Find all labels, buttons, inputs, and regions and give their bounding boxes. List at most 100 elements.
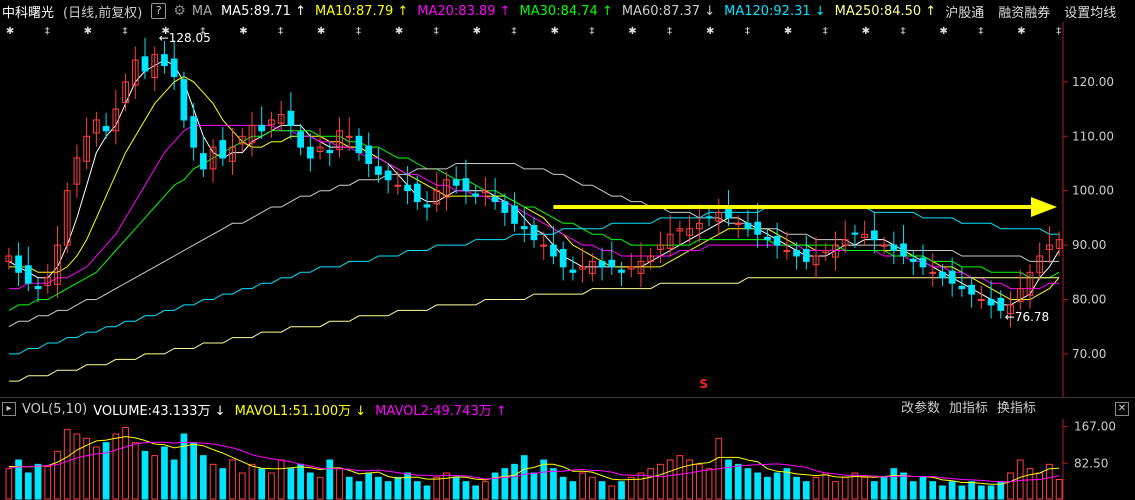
- candle[interactable]: [997, 297, 1005, 311]
- event-marker[interactable]: ✱: [395, 26, 403, 37]
- volume-bar[interactable]: [637, 472, 645, 500]
- candle[interactable]: [345, 135, 353, 138]
- volume-bar[interactable]: [83, 437, 91, 500]
- volume-bar[interactable]: [686, 459, 693, 500]
- candle[interactable]: [802, 248, 810, 262]
- candle[interactable]: [258, 124, 266, 132]
- volume-bar[interactable]: [812, 476, 820, 500]
- event-marker[interactable]: ‡: [901, 26, 906, 37]
- candle[interactable]: [608, 259, 616, 268]
- volume-bar[interactable]: [268, 472, 275, 500]
- volume-bar[interactable]: [744, 468, 752, 500]
- volume-bar[interactable]: [297, 463, 304, 500]
- event-marker[interactable]: ✱: [1017, 26, 1025, 37]
- candle[interactable]: [277, 114, 285, 124]
- volume-bar[interactable]: [802, 481, 810, 500]
- volume-bar[interactable]: [822, 472, 830, 500]
- volume-bar[interactable]: [627, 476, 635, 500]
- volume-bar[interactable]: [559, 476, 567, 500]
- candle[interactable]: [948, 270, 956, 284]
- volume-bar[interactable]: [1026, 468, 1034, 500]
- volume-bar[interactable]: [326, 459, 334, 500]
- event-marker[interactable]: ‡: [745, 26, 750, 37]
- volume-bar[interactable]: [657, 463, 664, 500]
- volume-bar[interactable]: [890, 468, 898, 500]
- candle[interactable]: [287, 110, 295, 126]
- event-marker[interactable]: ‡: [278, 26, 283, 37]
- collapse-icon[interactable]: ▸: [2, 402, 16, 416]
- candle[interactable]: [676, 228, 684, 232]
- volume-bar[interactable]: [793, 476, 800, 500]
- menu-item[interactable]: 融资融券: [998, 5, 1051, 21]
- candle[interactable]: [5, 255, 13, 262]
- candle[interactable]: [977, 299, 985, 302]
- candle[interactable]: [297, 131, 304, 148]
- volume-bar[interactable]: [316, 476, 324, 500]
- volume-bar[interactable]: [773, 472, 781, 500]
- candle[interactable]: [44, 277, 52, 286]
- candle[interactable]: [375, 166, 382, 175]
- candle[interactable]: [880, 244, 888, 247]
- candle[interactable]: [588, 260, 596, 274]
- candle[interactable]: [180, 79, 188, 121]
- candle[interactable]: [598, 260, 606, 268]
- event-marker[interactable]: ‡: [200, 26, 205, 37]
- volume-bar[interactable]: [618, 481, 625, 500]
- volume-bar[interactable]: [900, 472, 907, 500]
- volume-bar[interactable]: [413, 481, 421, 500]
- volume-bar[interactable]: [695, 463, 703, 500]
- volume-bar[interactable]: [958, 485, 966, 500]
- candle[interactable]: [151, 54, 159, 79]
- help-icon[interactable]: ?: [151, 3, 167, 19]
- candle[interactable]: [744, 222, 752, 230]
- volume-bar[interactable]: [161, 446, 168, 500]
- candle[interactable]: [540, 244, 548, 247]
- candle[interactable]: [939, 271, 946, 279]
- candle[interactable]: [929, 271, 937, 274]
- volume-bar[interactable]: [462, 481, 470, 500]
- volume-bar[interactable]: [472, 485, 480, 500]
- candle[interactable]: [1036, 255, 1044, 273]
- event-marker[interactable]: ✱: [628, 26, 636, 37]
- volume-bar[interactable]: [112, 433, 120, 500]
- candle[interactable]: [63, 190, 71, 246]
- candle[interactable]: [666, 233, 674, 249]
- volume-bar[interactable]: [550, 468, 557, 500]
- volume-bar[interactable]: [219, 468, 227, 500]
- event-marker[interactable]: ✱: [317, 26, 325, 37]
- candle[interactable]: [793, 250, 800, 257]
- volume-bar[interactable]: [443, 472, 450, 500]
- volume-bar[interactable]: [1055, 479, 1063, 500]
- candle[interactable]: [832, 244, 839, 258]
- volume-bar[interactable]: [871, 481, 878, 500]
- candle[interactable]: [851, 232, 859, 235]
- candle[interactable]: [83, 135, 91, 162]
- volume-bar[interactable]: [569, 481, 577, 500]
- volume-bar[interactable]: [93, 446, 100, 500]
- event-marker[interactable]: ‡: [434, 26, 439, 37]
- candle[interactable]: [384, 170, 392, 181]
- candle[interactable]: [238, 135, 246, 145]
- event-marker[interactable]: ‡: [512, 26, 517, 37]
- event-marker[interactable]: ✱: [784, 26, 792, 37]
- candle[interactable]: [462, 178, 470, 192]
- candle[interactable]: [900, 243, 907, 257]
- volume-bar[interactable]: [355, 481, 363, 500]
- candle[interactable]: [657, 244, 664, 250]
- volume-bar[interactable]: [190, 442, 197, 500]
- volume-bar[interactable]: [841, 476, 849, 500]
- volume-bar[interactable]: [968, 481, 975, 500]
- candle[interactable]: [161, 54, 168, 67]
- volume-bar[interactable]: [63, 429, 71, 500]
- candle[interactable]: [1046, 244, 1053, 250]
- volume-bar[interactable]: [199, 455, 207, 500]
- candle[interactable]: [93, 119, 100, 134]
- candle[interactable]: [413, 183, 421, 203]
- candle[interactable]: [812, 255, 820, 266]
- volume-bar[interactable]: [141, 450, 149, 500]
- event-marker[interactable]: ‡: [123, 26, 128, 37]
- event-marker[interactable]: ‡: [1056, 26, 1061, 37]
- candle[interactable]: [520, 226, 528, 230]
- event-marker[interactable]: ‡: [45, 26, 50, 37]
- candle[interactable]: [482, 190, 489, 194]
